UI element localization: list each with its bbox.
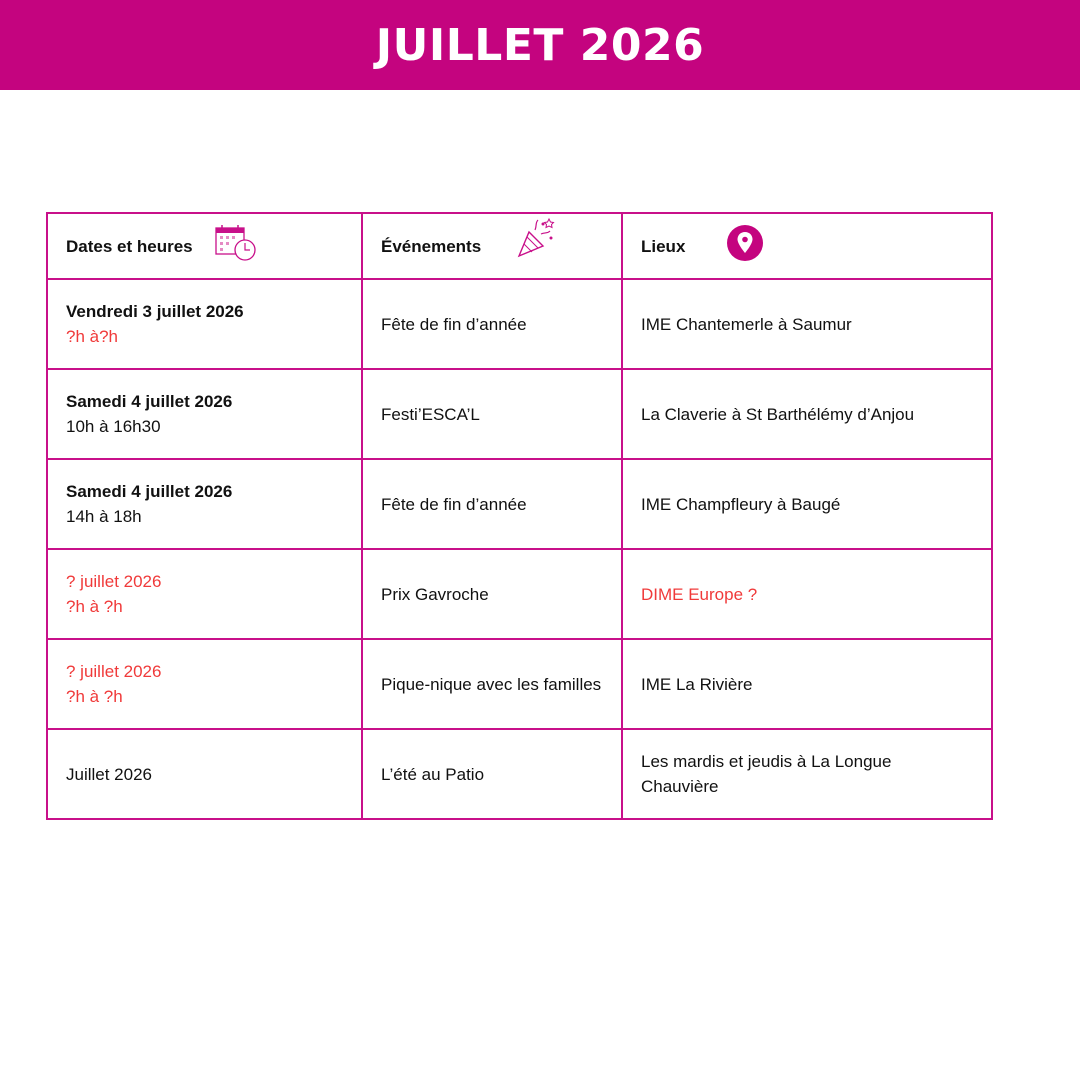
place-cell: IME Chantemerle à Saumur: [621, 278, 993, 370]
header-label: Lieux: [641, 236, 686, 256]
table-row: Vendredi 3 juillet 2026 ?h à?h Fête de fi…: [46, 278, 993, 370]
party-popper-icon: [517, 216, 557, 265]
title-banner: JUILLET 2026: [0, 0, 1080, 90]
time-text: 10h à 16h30: [66, 417, 161, 436]
table-row: ? juillet 2026 ?h à ?h Pique-nique avec l…: [46, 638, 993, 730]
time-text: ?h à ?h: [66, 687, 123, 706]
table-row: Samedi 4 juillet 2026 14h à 18h Fête de f…: [46, 458, 993, 550]
table-row: Samedi 4 juillet 2026 10h à 16h30 Festi’E…: [46, 368, 993, 460]
place-cell: IME La Rivière: [621, 638, 993, 730]
header-label: Événements: [381, 236, 482, 256]
calendar-clock-icon: [214, 224, 257, 269]
header-label: Dates et heures: [66, 236, 193, 256]
event-cell: Fête de fin d’année: [361, 458, 623, 550]
place-cell: DIME Europe ?: [621, 548, 993, 640]
date-text: Samedi 4 juillet 2026: [66, 392, 233, 411]
date-cell: Samedi 4 juillet 2026 10h à 16h30: [46, 368, 363, 460]
table-row: ? juillet 2026 ?h à ?h Prix Gavroche DIME…: [46, 548, 993, 640]
event-cell: Festi’ESCA’L: [361, 368, 623, 460]
page-title: JUILLET 2026: [375, 19, 705, 71]
date-cell: Samedi 4 juillet 2026 14h à 18h: [46, 458, 363, 550]
place-cell: La Claverie à St Barthélémy d’Anjou: [621, 368, 993, 460]
place-cell: Les mardis et jeudis à La Longue Chauviè…: [621, 728, 993, 820]
time-text: ?h à?h: [66, 327, 118, 346]
table-header-row: Dates et heures Événements Lieux: [46, 212, 993, 280]
table-row: Juillet 2026 L’été au Patio Les mardis e…: [46, 728, 993, 820]
date-cell: ? juillet 2026 ?h à ?h: [46, 548, 363, 640]
date-text: ? juillet 2026: [66, 572, 162, 591]
header-events: Événements: [361, 212, 623, 280]
date-cell: ? juillet 2026 ?h à ?h: [46, 638, 363, 730]
date-text: Vendredi 3 juillet 2026: [66, 302, 244, 321]
header-places: Lieux: [621, 212, 993, 280]
event-cell: L’été au Patio: [361, 728, 623, 820]
date-cell: Vendredi 3 juillet 2026 ?h à?h: [46, 278, 363, 370]
events-table: Dates et heures Événements Lieux Vendred…: [46, 212, 993, 820]
map-pin-icon: [727, 224, 764, 268]
date-text: ? juillet 2026: [66, 662, 162, 681]
place-cell: IME Champfleury à Baugé: [621, 458, 993, 550]
time-text: ?h à ?h: [66, 597, 123, 616]
date-text: Juillet 2026: [66, 764, 153, 784]
header-dates: Dates et heures: [46, 212, 363, 280]
event-cell: Fête de fin d’année: [361, 278, 623, 370]
event-cell: Pique-nique avec les familles: [361, 638, 623, 730]
date-text: Samedi 4 juillet 2026: [66, 482, 233, 501]
date-cell: Juillet 2026: [46, 728, 363, 820]
time-text: 14h à 18h: [66, 507, 142, 526]
event-cell: Prix Gavroche: [361, 548, 623, 640]
